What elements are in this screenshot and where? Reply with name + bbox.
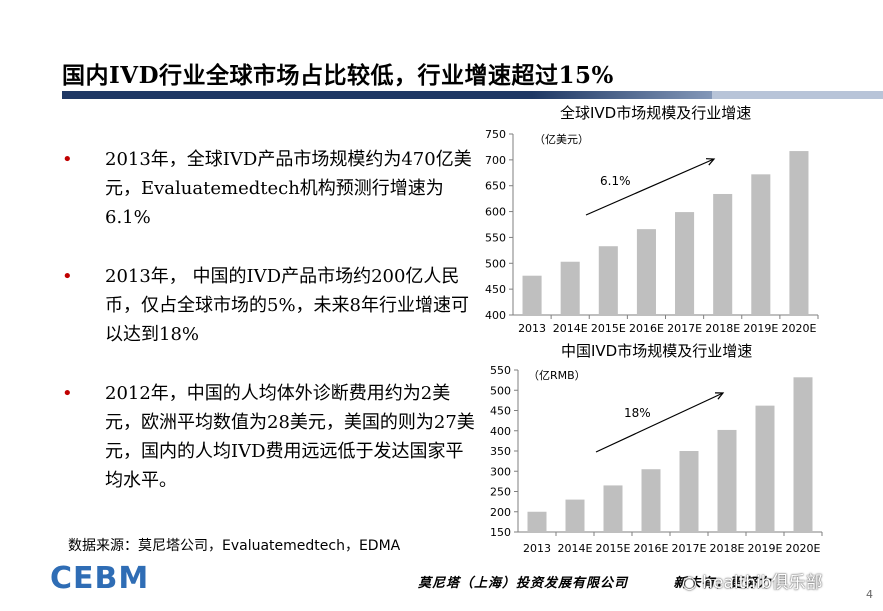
x-category-label: 2020E <box>781 322 816 335</box>
y-tick-label: 200 <box>490 506 511 519</box>
chart-unit-label: （亿RMB） <box>528 369 586 382</box>
x-category-label: 2013 <box>523 542 551 555</box>
x-category-label: 2013 <box>518 322 546 335</box>
y-tick-label: 750 <box>485 128 506 141</box>
bar <box>679 451 699 532</box>
y-tick-label: 400 <box>490 425 511 438</box>
title-rule-dark-segment <box>62 91 532 99</box>
bar <box>560 261 580 315</box>
bar <box>793 377 813 532</box>
slide-title: 国内IVD行业全球市场占比较低，行业增速超过15% <box>62 62 614 89</box>
x-category-label: 2019E <box>743 322 778 335</box>
footer-company-name: 莫尼塔（上海）投资发展有限公司 <box>418 576 629 591</box>
bullet-marker: • <box>62 266 73 287</box>
x-category-label: 2015E <box>591 322 626 335</box>
x-category-label: 2016E <box>629 322 664 335</box>
y-tick-label: 450 <box>490 405 511 418</box>
bar <box>717 429 737 532</box>
bullet-marker: • <box>62 149 73 170</box>
chart-title: 全球IVD市场规模及行业增速 <box>560 104 751 122</box>
y-tick-label: 300 <box>490 465 511 478</box>
x-category-label: 2017E <box>672 542 707 555</box>
y-tick-label: 650 <box>485 180 506 193</box>
x-category-label: 2018E <box>705 322 740 335</box>
y-tick-label: 600 <box>485 206 506 219</box>
y-tick-label: 150 <box>490 526 511 539</box>
bar <box>641 469 661 532</box>
cebm-logo: CEBM <box>50 561 149 593</box>
title-rule <box>62 91 883 99</box>
growth-arrow-line <box>585 158 715 216</box>
bar <box>789 151 809 315</box>
y-tick-label: 400 <box>485 309 506 322</box>
watermark-label: healthib俱乐部 <box>702 573 823 593</box>
chart-title: 中国IVD市场规模及行业增速 <box>561 342 752 360</box>
x-category-label: 2014E <box>558 542 593 555</box>
x-category-label: 2018E <box>710 542 745 555</box>
bar <box>675 212 695 315</box>
watermark-text: ◉ healthib俱乐部 <box>682 568 823 593</box>
growth-arrow-head <box>705 158 716 166</box>
chart-unit-label: （亿美元） <box>534 133 589 146</box>
growth-arrow-line <box>595 392 724 453</box>
x-category-label: 2014E <box>553 322 588 335</box>
y-tick-label: 450 <box>485 283 506 296</box>
x-category-label: 2017E <box>667 322 702 335</box>
y-tick-label: 700 <box>485 154 506 167</box>
growth-rate-label: 18% <box>624 406 651 420</box>
bar <box>713 193 733 315</box>
bar <box>751 174 771 315</box>
y-tick-label: 550 <box>490 364 511 377</box>
x-category-label: 2020E <box>786 542 821 555</box>
growth-rate-label: 6.1% <box>600 174 631 188</box>
bullet-text: 2013年， 中国的IVD产品市场约200亿人民币，仅占全球市场的5%，未来8年… <box>105 266 470 345</box>
y-tick-label: 350 <box>490 445 511 458</box>
bullet-item: • 2013年，全球IVD产品市场规模约为470亿美元，Evaluatemedt… <box>60 145 480 232</box>
bullet-text: 2013年，全球IVD产品市场规模约为470亿美元，Evaluatemedtec… <box>105 149 472 228</box>
bar <box>565 499 585 532</box>
bullet-list: • 2013年，全球IVD产品市场规模约为470亿美元，Evaluatemedt… <box>60 145 480 525</box>
bullet-item: • 2013年， 中国的IVD产品市场约200亿人民币，仅占全球市场的5%，未来… <box>60 262 480 349</box>
bar <box>598 246 618 315</box>
footer-slogan: 新未有，更努力 <box>673 576 772 591</box>
page-number: 4 <box>866 588 873 601</box>
y-tick-label: 550 <box>485 231 506 244</box>
x-category-label: 2016E <box>634 542 669 555</box>
bullet-marker: • <box>62 383 73 404</box>
title-rule-gradient-segment <box>532 91 712 99</box>
footer-company-text: 莫尼塔（上海）投资发展有限公司 新未有，更努力 <box>418 572 772 591</box>
y-tick-label: 250 <box>490 486 511 499</box>
wechat-icon: ◉ <box>682 573 697 593</box>
x-category-label: 2015E <box>596 542 631 555</box>
bar <box>755 405 775 532</box>
bar <box>522 275 542 315</box>
x-category-label: 2019E <box>748 542 783 555</box>
bar <box>527 511 547 532</box>
bullet-text: 2012年，中国的人均体外诊断费用约为2美元，欧洲平均数值为28美元，美国的则为… <box>105 383 475 491</box>
growth-arrow-head <box>714 392 725 400</box>
bar <box>636 229 656 315</box>
bullet-item: • 2012年，中国的人均体外诊断费用约为2美元，欧洲平均数值为28美元，美国的… <box>60 379 480 495</box>
source-note: 数据来源：莫尼塔公司，Evaluatemedtech，EDMA <box>68 538 401 554</box>
bar <box>603 485 623 532</box>
svg-text:CEBM: CEBM <box>50 561 149 593</box>
title-rule-light-segment <box>712 91 883 99</box>
y-tick-label: 500 <box>490 384 511 397</box>
y-tick-label: 500 <box>485 257 506 270</box>
